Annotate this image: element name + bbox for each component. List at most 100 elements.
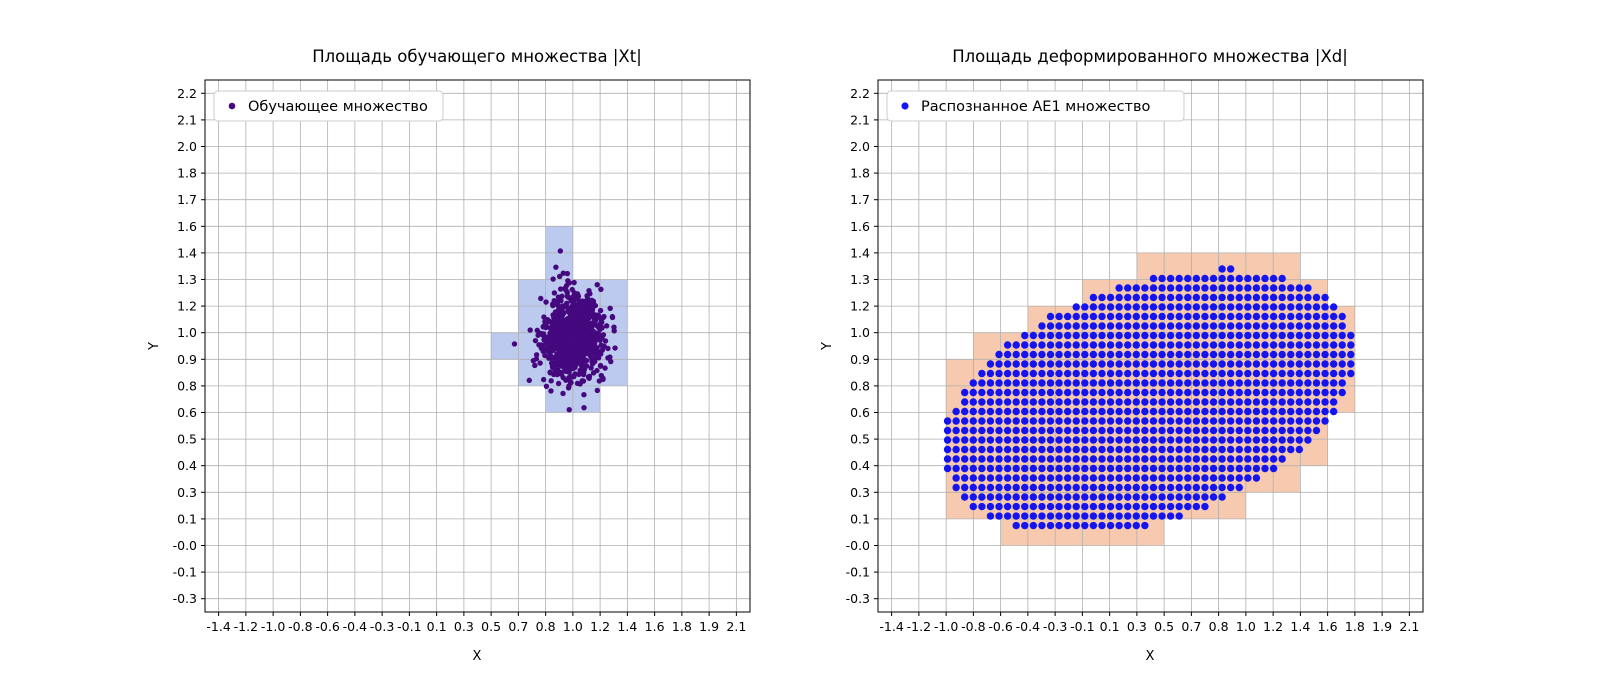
- scatter-point: [590, 358, 597, 365]
- scatter-point: [1124, 388, 1132, 397]
- scatter-point: [1218, 341, 1226, 349]
- scatter-point: [1141, 350, 1149, 359]
- scatter-point: [1081, 398, 1089, 406]
- scatter-point: [1192, 293, 1201, 302]
- scatter-point: [1226, 341, 1235, 349]
- scatter-point: [1124, 312, 1132, 321]
- scatter-point: [1081, 322, 1089, 330]
- scatter-point: [1158, 303, 1166, 311]
- scatter-point: [1244, 322, 1252, 330]
- scatter-point: [961, 464, 969, 473]
- scatter-point: [1184, 388, 1192, 397]
- scatter-point: [1295, 379, 1304, 387]
- scatter-point: [1252, 369, 1261, 378]
- scatter-point: [574, 358, 580, 364]
- scatter-point: [1175, 274, 1183, 283]
- scatter-point: [1029, 350, 1038, 359]
- scatter-point: [1063, 312, 1072, 321]
- scatter-point: [1192, 360, 1201, 368]
- scatter-point: [581, 315, 588, 321]
- scatter-point: [1081, 483, 1089, 492]
- scatter-point: [1115, 455, 1123, 463]
- scatter-point: [1269, 293, 1278, 302]
- scatter-point: [1175, 407, 1183, 416]
- scatter-point: [1072, 398, 1080, 406]
- scatter-point: [978, 379, 986, 387]
- scatter-point: [995, 360, 1003, 368]
- scatter-point: [1012, 483, 1020, 492]
- scatter-point: [1329, 312, 1338, 321]
- scatter-point: [547, 369, 553, 375]
- scatter-point: [1235, 398, 1243, 406]
- scatter-point: [978, 398, 986, 406]
- scatter-point: [1046, 379, 1055, 387]
- scatter-point: [558, 369, 564, 376]
- scatter-point: [1098, 445, 1106, 454]
- scatter-point: [1149, 426, 1158, 435]
- scatter-point: [1287, 350, 1295, 359]
- scatter-point: [1269, 341, 1278, 349]
- scatter-point: [1012, 493, 1020, 501]
- x-tick-label: 0.8: [1209, 619, 1229, 634]
- scatter-point: [607, 305, 613, 312]
- scatter-point: [986, 464, 995, 473]
- scatter-point: [1304, 360, 1312, 368]
- scatter-point: [1278, 341, 1286, 349]
- scatter-point: [1166, 512, 1175, 520]
- scatter-point: [576, 347, 582, 354]
- scatter-point: [1226, 455, 1235, 463]
- scatter-point: [1115, 464, 1123, 473]
- scatter-point: [1201, 369, 1209, 378]
- scatter-point: [588, 298, 595, 304]
- scatter-point: [1175, 322, 1183, 330]
- occupied-cell: [1027, 412, 1056, 440]
- scatter-point: [1158, 426, 1166, 435]
- scatter-point: [1304, 398, 1312, 406]
- scatter-point: [1295, 284, 1304, 292]
- scatter-point: [1244, 312, 1252, 321]
- scatter-point: [1029, 455, 1038, 463]
- occupied-cell: [1109, 439, 1137, 466]
- scatter-point: [1235, 284, 1243, 292]
- scatter-point: [1029, 474, 1038, 482]
- scatter-point: [1106, 369, 1115, 378]
- scatter-point: [1209, 312, 1218, 321]
- scatter-point: [1072, 369, 1080, 378]
- scatter-point: [1269, 331, 1278, 340]
- x-tick-label: 0.7: [508, 619, 528, 634]
- scatter-point: [1278, 388, 1286, 397]
- scatter-point: [560, 355, 566, 362]
- scatter-point: [1012, 369, 1020, 378]
- scatter-point: [588, 347, 595, 353]
- scatter-point: [1269, 312, 1278, 321]
- scatter-point: [1038, 407, 1046, 416]
- scatter-point: [1055, 379, 1063, 387]
- scatter-point: [1235, 417, 1243, 425]
- scatter-point: [1098, 464, 1106, 473]
- scatter-point: [1235, 407, 1243, 416]
- scatter-point: [1184, 360, 1192, 368]
- occupied-cell: [946, 412, 974, 440]
- scatter-point: [1184, 474, 1192, 482]
- occupied-cell: [1109, 279, 1137, 307]
- scatter-point: [1269, 426, 1278, 435]
- scatter-point: [581, 404, 587, 411]
- scatter-point: [1261, 274, 1269, 283]
- scatter-point: [1252, 322, 1261, 330]
- scatter-point: [1021, 341, 1029, 349]
- scatter-point: [1055, 388, 1063, 397]
- scatter-point: [1201, 293, 1209, 302]
- scatter-point: [1003, 350, 1012, 359]
- scatter-point: [1218, 303, 1226, 311]
- scatter-point: [1158, 398, 1166, 406]
- scatter-point: [1184, 369, 1192, 378]
- scatter-point: [1055, 312, 1063, 321]
- scatter-point: [1304, 426, 1312, 435]
- scatter-point: [1209, 407, 1218, 416]
- scatter-point: [1149, 303, 1158, 311]
- scatter-point: [1166, 426, 1175, 435]
- scatter-point: [598, 372, 605, 379]
- x-tick-label: -0.1: [1070, 619, 1094, 634]
- scatter-point: [1209, 436, 1218, 444]
- scatter-point: [1184, 303, 1192, 311]
